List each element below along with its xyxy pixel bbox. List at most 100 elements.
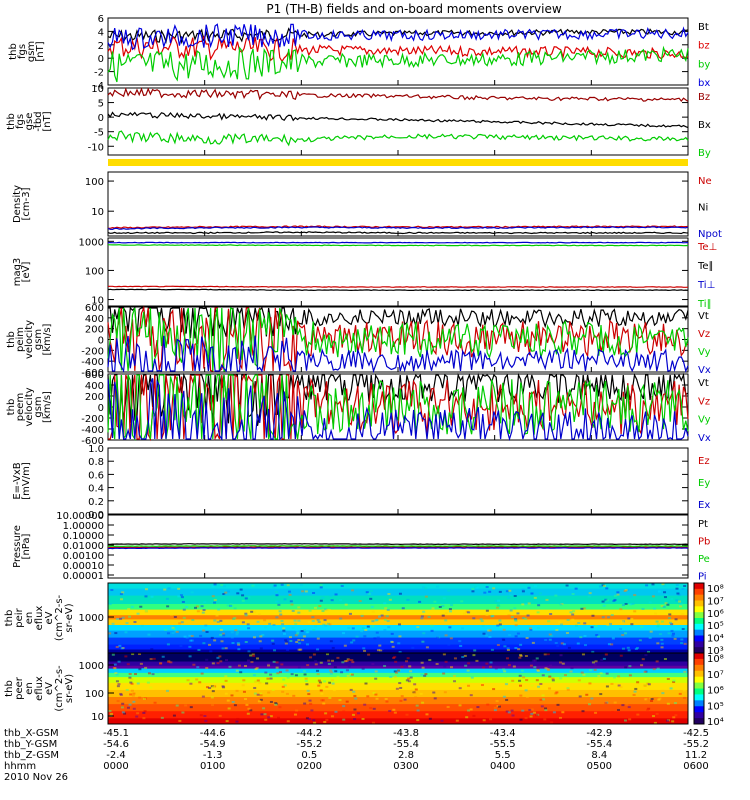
spectrogram-pixel (246, 710, 250, 713)
spectrogram-pixel (303, 628, 307, 631)
colorbar-label: 10⁵ (707, 701, 724, 712)
spectrogram-pixel (391, 645, 395, 648)
spectrogram-band (108, 689, 688, 698)
y-tick-label: -600 (81, 368, 104, 379)
spectrogram-pixel (371, 610, 375, 613)
spectrogram-pixel (420, 615, 424, 618)
spectrogram-pixel (442, 653, 446, 656)
spectrogram-pixel (502, 604, 506, 607)
spectrogram-pixel (425, 713, 429, 716)
spectrogram-pixel (126, 706, 130, 709)
time-tick-label: 0300 (393, 761, 418, 772)
y-axis-label: eflux (34, 606, 45, 631)
spectrogram-pixel (668, 621, 672, 624)
y-axis-label: Density (12, 185, 23, 223)
spectrogram-pixel (488, 629, 492, 632)
spectrogram-pixel (340, 671, 344, 674)
spectrogram-band (108, 661, 688, 667)
spectrogram-pixel (529, 628, 533, 631)
colorbar-swatch (694, 583, 704, 590)
spectrogram-pixel (423, 674, 427, 677)
spectrogram-pixel (550, 721, 554, 724)
spectrogram-pixel (480, 684, 484, 687)
spectrogram-pixel (583, 635, 587, 638)
spectrogram-pixel (678, 605, 682, 608)
spectrogram-pixel (534, 585, 538, 588)
ephemeris-value: -42.9 (586, 728, 612, 739)
spectrogram-pixel (264, 671, 268, 674)
spectrogram-pixel (588, 682, 592, 685)
spectrogram-pixel (343, 660, 347, 663)
spectrogram-pixel (398, 682, 402, 685)
colorbar-swatch (694, 718, 704, 725)
spectrogram-pixel (353, 718, 357, 721)
spectrogram-pixel (625, 654, 629, 657)
spectrogram-pixel (671, 687, 675, 690)
spectrogram-pixel (131, 694, 135, 697)
spectrogram-pixel (138, 653, 142, 656)
spectrogram-pixel (149, 686, 153, 689)
spectrogram-pixel (358, 600, 362, 603)
spectrogram-pixel (368, 593, 372, 596)
spectrogram-pixel (171, 632, 175, 635)
spectrogram-pixel (311, 619, 315, 622)
spectrogram-pixel (285, 641, 289, 644)
spectrogram-pixel (208, 687, 212, 690)
spectrogram-pixel (530, 712, 534, 715)
spectrogram-pixel (356, 712, 360, 715)
spectrogram-pixel (569, 611, 573, 614)
spectrogram-pixel (549, 664, 553, 667)
spectrogram-pixel (322, 702, 326, 705)
spectrogram-pixel (361, 627, 365, 630)
spectrogram-pixel (161, 655, 165, 658)
spectrogram-pixel (249, 654, 253, 657)
spectrogram-pixel (554, 642, 558, 645)
spectrogram-pixel (471, 590, 475, 593)
spectrogram-pixel (275, 616, 279, 619)
spectrogram-pixel (664, 594, 668, 597)
spectrogram-pixel (289, 640, 293, 643)
colorbar-swatch (694, 676, 704, 684)
spectrogram-pixel (662, 584, 666, 587)
spectrogram-pixel (567, 646, 571, 649)
spectrogram-pixel (291, 626, 295, 629)
y-axis-label: peem (15, 393, 26, 421)
spectrogram-pixel (371, 620, 375, 623)
spectrogram-pixel (177, 587, 181, 590)
spectrogram-pixel (387, 626, 391, 629)
spectrogram-pixel (521, 590, 525, 593)
y-axis-label: eV (44, 682, 55, 695)
spectrogram-pixel (505, 698, 509, 701)
spectrogram-pixel (424, 595, 428, 598)
spectrogram-pixel (193, 606, 197, 609)
spectrogram-pixel (361, 667, 365, 670)
spectrogram-pixel (590, 626, 594, 629)
spectrogram-pixel (242, 631, 246, 634)
spectrogram-pixel (108, 603, 112, 606)
spectrogram-pixel (195, 605, 199, 608)
spectrogram-pixel (463, 654, 467, 657)
spectrogram-pixel (159, 662, 163, 665)
spectrogram-pixel (666, 702, 670, 705)
spectrogram-pixel (239, 588, 243, 591)
spectrogram-pixel (458, 640, 462, 643)
spectrogram-pixel (559, 661, 563, 664)
y-tick-label: 200 (85, 392, 104, 403)
spectrogram-pixel (465, 716, 469, 719)
y-axis-label: en (24, 682, 35, 695)
spectrogram-pixel (309, 656, 313, 659)
spectrogram-pixel (393, 711, 397, 714)
spectrogram-pixel (519, 653, 523, 656)
spectrogram-pixel (680, 642, 684, 645)
spectrogram-pixel (178, 719, 182, 722)
spectrogram-pixel (482, 632, 486, 635)
colorbar-swatch (694, 647, 704, 654)
spectrogram-pixel (400, 665, 404, 668)
spectrogram-pixel (543, 653, 547, 656)
spectrogram-pixel (242, 679, 246, 682)
spectrogram-pixel (252, 636, 256, 639)
spectrogram-pixel (406, 598, 410, 601)
spectrogram-peir: 1000 thb peir en eflux eV (cm^2-s-sr-eV) 10⁸10⁷… (4, 582, 724, 657)
spectrogram-pixel (383, 665, 387, 668)
spectrogram-pixel (280, 619, 284, 622)
